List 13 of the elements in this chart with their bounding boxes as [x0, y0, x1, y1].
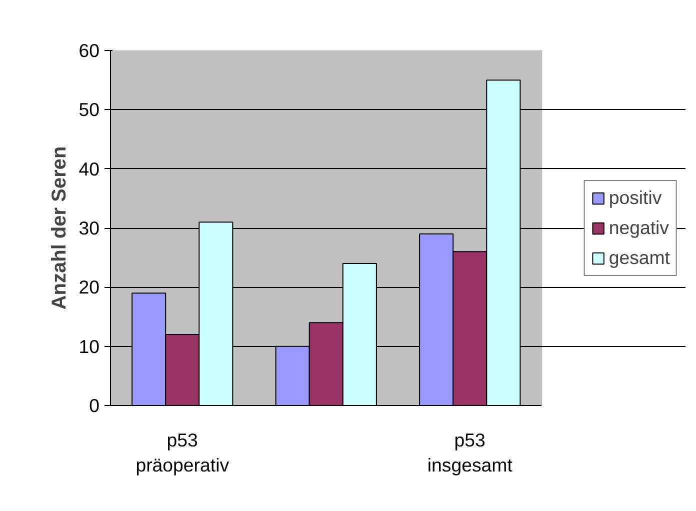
- legend-label: negativ: [608, 216, 669, 238]
- y-tick-label: 30: [78, 218, 100, 238]
- x-tick-label: p53 präoperativ: [136, 430, 230, 476]
- y-tick-label: 10: [78, 336, 100, 357]
- y-tick-label: 20: [78, 276, 100, 298]
- legend-label: positiv: [608, 186, 662, 208]
- legend-label: gesamt: [608, 246, 670, 268]
- y-tick-label: 50: [78, 99, 100, 120]
- y-tick-label: 0: [89, 395, 100, 416]
- y-tick-label: 40: [78, 158, 100, 180]
- x-tick-label: p53 insgesamt: [427, 430, 514, 476]
- y-tick-label: 60: [78, 40, 100, 61]
- y-axis-title: Anzahl der Seren: [48, 146, 71, 310]
